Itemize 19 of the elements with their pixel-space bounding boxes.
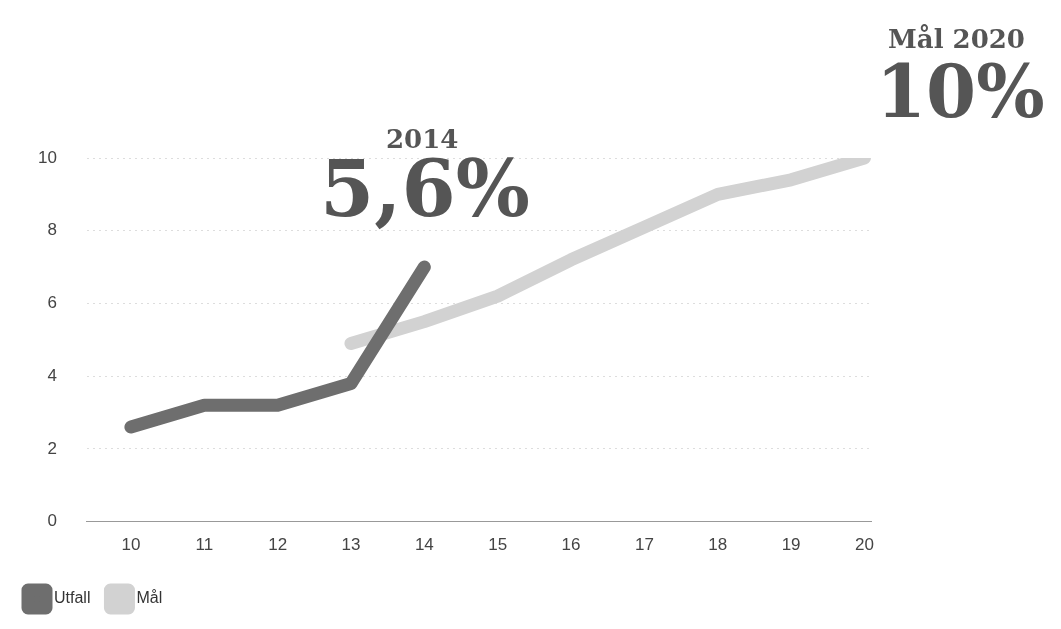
y-tick-label: 6 [47, 293, 57, 313]
y-tick-label: 2 [47, 438, 57, 458]
x-tick-label: 20 [854, 535, 874, 555]
y-tick-label: 4 [47, 365, 57, 385]
x-tick-label: 11 [195, 535, 214, 555]
x-tick-label: 15 [488, 535, 508, 555]
x-tick-label: 16 [561, 535, 581, 555]
y-tick-label: 0 [47, 511, 57, 531]
y-tick-label: 10 [37, 147, 57, 167]
legend-label: Utfall [54, 589, 91, 607]
x-tick-label: 12 [268, 535, 288, 555]
x-tick-label: 10 [121, 535, 141, 555]
x-tick-label: 18 [708, 535, 728, 555]
legend-label: Mål [136, 589, 163, 607]
x-tick-label: 19 [781, 535, 801, 555]
x-tick-label: 14 [414, 535, 434, 555]
x-tick-label: 13 [341, 535, 361, 555]
x-tick-label: 17 [634, 535, 654, 555]
y-tick-label: 8 [47, 220, 57, 240]
